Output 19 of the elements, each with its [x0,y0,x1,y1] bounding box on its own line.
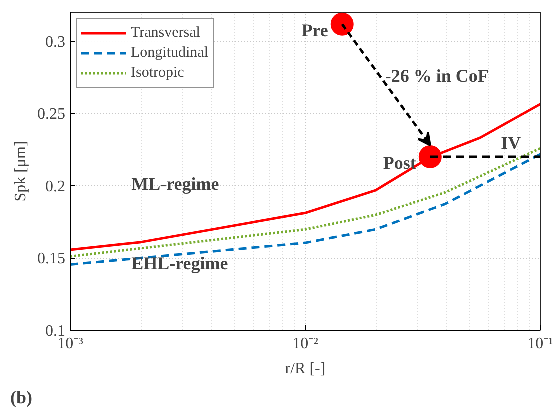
legend-label: Isotropic [131,64,184,82]
y-tick-label: 0.25 [38,106,66,124]
text: (b) [10,388,33,408]
x-tick-label: 10⁻³ [58,336,84,352]
annotation: IV [501,133,522,154]
legend-label: Longitudinal [131,44,208,62]
x-axis-title: r/R [-] [285,360,326,378]
annotation: -26 % in CoF [385,66,489,86]
legend-label: Transversal [131,24,200,42]
annotation: Post [383,153,416,174]
y-tick-label: 0.2 [46,178,66,196]
x-tick-label: 10⁻¹ [528,336,554,352]
y-tick-label: 0.3 [46,34,66,51]
y-tick-label: 0.15 [38,250,66,268]
y-axis-title: Spk [μm] [12,141,30,202]
annotation: ML-regime [132,174,220,194]
x-tick-label: 10⁻² [292,336,319,352]
annotation: Pre [302,20,328,40]
annotation: EHL-regime [132,254,228,274]
